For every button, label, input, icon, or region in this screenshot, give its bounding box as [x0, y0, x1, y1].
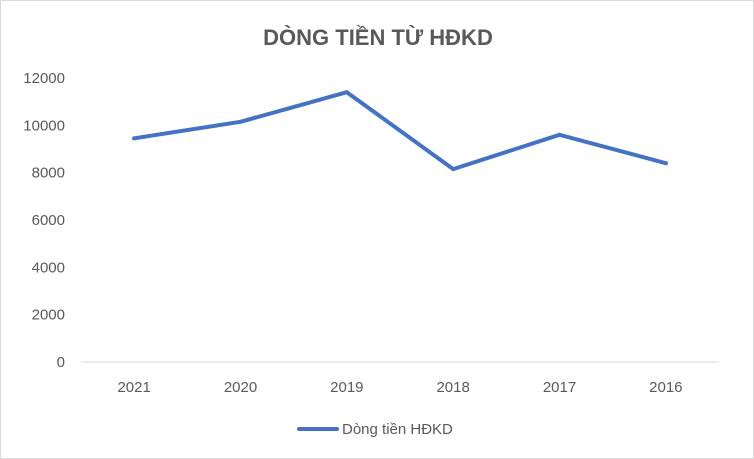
chart-title: DÒNG TIỀN TỪ HĐKD [263, 25, 493, 50]
y-tick-label: 4000 [32, 259, 65, 276]
data-point [451, 167, 456, 172]
data-point [663, 161, 668, 166]
data-point [132, 136, 137, 141]
y-tick-label: 12000 [23, 70, 65, 87]
x-axis-ticks: 2021 2020 2019 2018 2017 2016 [117, 379, 682, 396]
legend-label: Dòng tiền HĐKD [342, 421, 453, 438]
x-tick-label: 2017 [543, 379, 576, 396]
y-tick-label: 6000 [32, 212, 65, 229]
y-tick-label: 2000 [32, 307, 65, 324]
series-line [132, 90, 668, 172]
x-tick-label: 2016 [649, 379, 682, 396]
legend: Dòng tiền HĐKD [297, 421, 453, 438]
y-axis-ticks: 0 2000 4000 6000 8000 10000 12000 [23, 70, 65, 371]
data-point [238, 119, 243, 124]
series-group [132, 90, 668, 172]
y-tick-label: 8000 [32, 165, 65, 182]
x-tick-label: 2019 [330, 379, 363, 396]
y-tick-label: 10000 [23, 117, 65, 134]
data-point [344, 90, 349, 95]
x-tick-label: 2018 [436, 379, 469, 396]
y-tick-label: 0 [57, 354, 65, 371]
x-tick-label: 2021 [117, 379, 150, 396]
x-tick-label: 2020 [224, 379, 257, 396]
data-point [557, 132, 562, 137]
